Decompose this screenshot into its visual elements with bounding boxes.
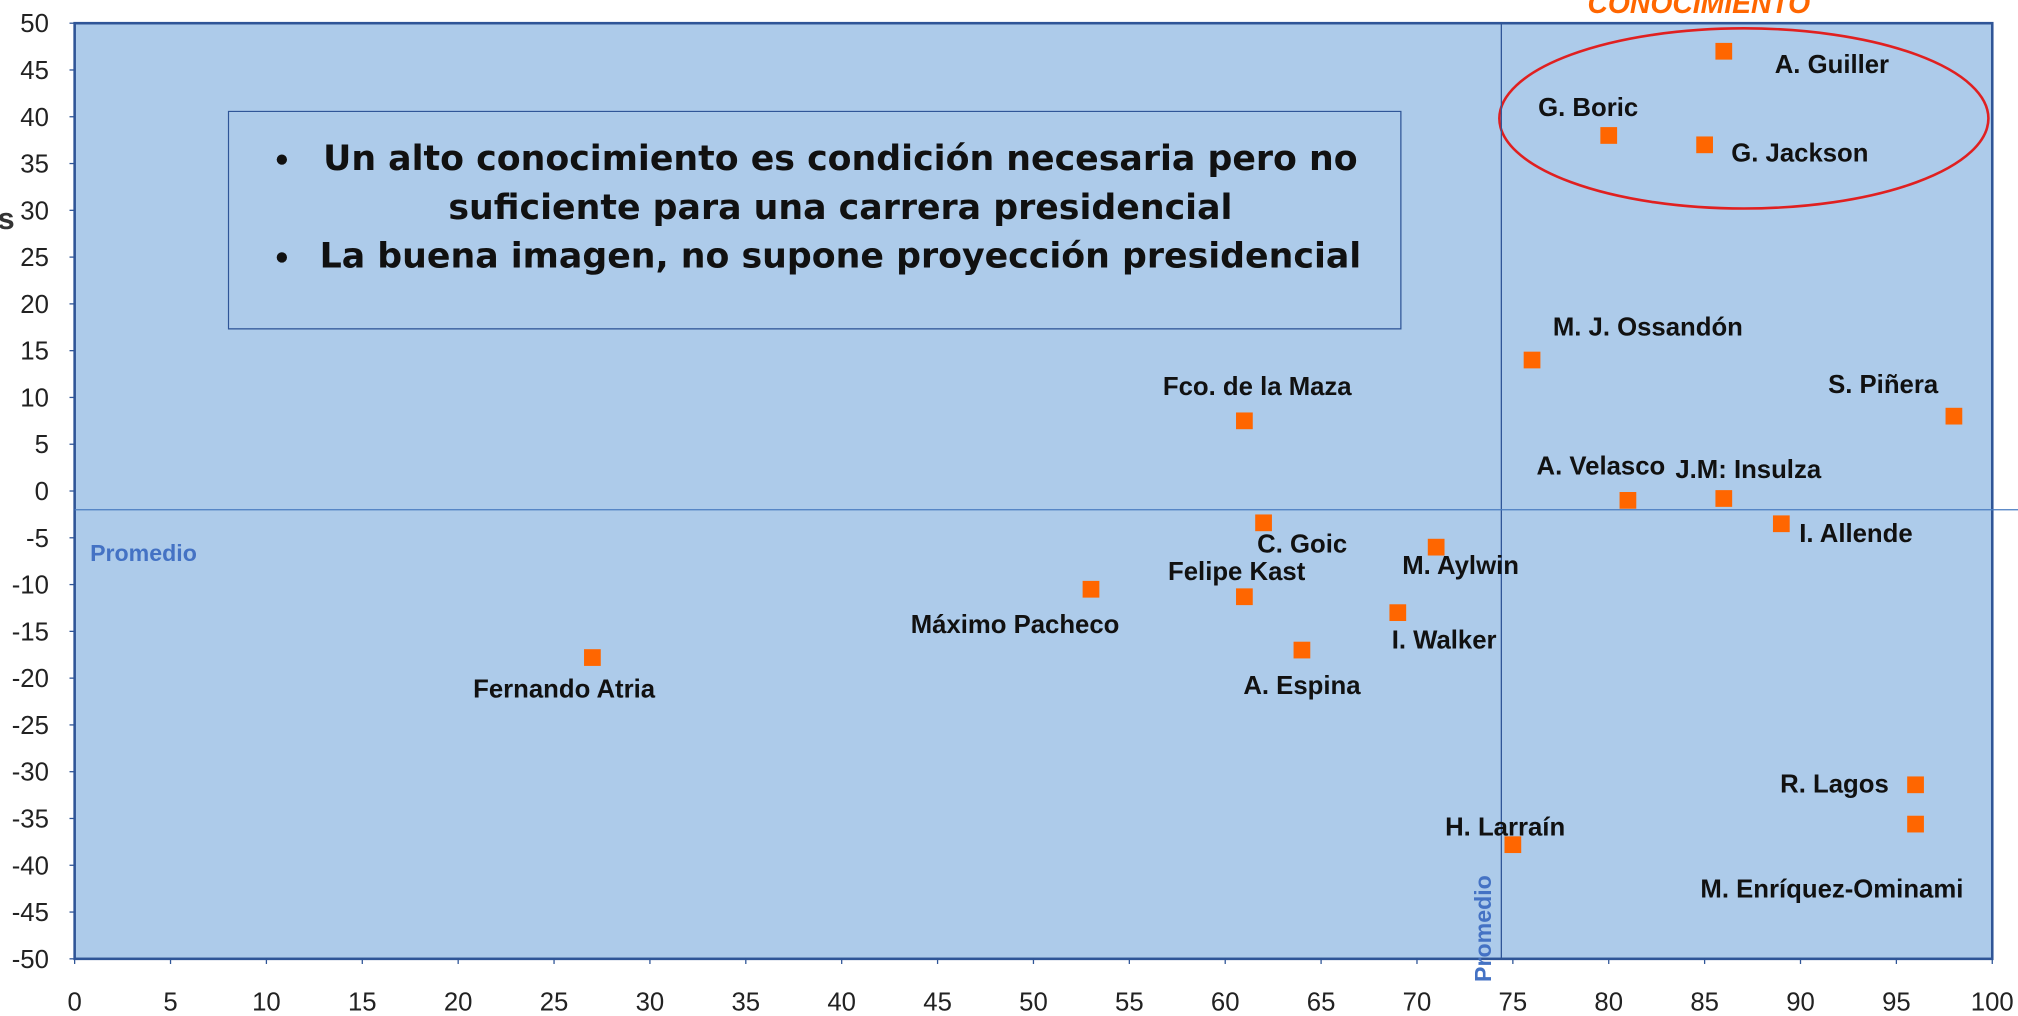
point-label: S. Piñera — [1828, 371, 1939, 399]
x-tick-label: 100 — [1971, 988, 2014, 1016]
point — [1600, 127, 1618, 144]
point-label: Fernando Atria — [473, 675, 656, 703]
y-tick-label: -35 — [12, 805, 49, 833]
x-tick-label: 30 — [636, 988, 665, 1016]
y-tick-label: 50 — [20, 10, 49, 38]
y-tick-label: 20 — [20, 291, 49, 319]
point — [1945, 407, 1963, 425]
y-axis-label: s — [0, 201, 15, 236]
point — [1389, 604, 1407, 622]
point-label: M. Enríquez-Ominami — [1700, 875, 1963, 903]
highlight-ellipse — [1498, 27, 1990, 210]
point-label: G. Jackson — [1731, 140, 1868, 168]
point-label: A. Espina — [1243, 672, 1361, 700]
point-label: C. Goic — [1257, 530, 1347, 558]
y-tick-label: 40 — [20, 104, 49, 132]
point — [584, 649, 601, 666]
x-tick-label: 55 — [1115, 988, 1144, 1016]
y-tick-label: -40 — [12, 852, 49, 880]
point — [1696, 136, 1713, 154]
y-tick-label: 45 — [20, 57, 49, 85]
x-tick-label: 45 — [923, 988, 952, 1016]
x-tick-label: 75 — [1499, 988, 1528, 1016]
x-tick-label: 40 — [827, 988, 856, 1016]
y-tick-label: -45 — [12, 899, 49, 927]
x-tick-label: 35 — [732, 988, 761, 1016]
point — [1523, 351, 1541, 369]
x-tick-label: 50 — [1019, 988, 1048, 1016]
y-tick-label: 5 — [35, 431, 49, 459]
point-label: Máximo Pacheco — [911, 611, 1120, 639]
point-label: G. Boric — [1538, 94, 1638, 122]
y-tick-label: 30 — [20, 197, 49, 225]
y-tick-label: -20 — [12, 665, 49, 693]
x-tick-label: 15 — [348, 988, 377, 1016]
x-tick-label: 65 — [1307, 988, 1336, 1016]
x-tick-label: 60 — [1211, 988, 1240, 1016]
point — [1504, 836, 1522, 854]
y-tick-label: -25 — [12, 712, 49, 740]
point — [1907, 815, 1924, 833]
y-tick-label: 0 — [35, 478, 49, 506]
point — [1236, 588, 1253, 606]
point-label: I. Walker — [1392, 627, 1497, 655]
x-tick-label: 0 — [67, 988, 81, 1016]
x-tick-label: 95 — [1882, 988, 1911, 1016]
point — [1082, 580, 1100, 598]
point — [1293, 641, 1311, 659]
point-label: M. Aylwin — [1402, 552, 1519, 580]
y-tick-label: 15 — [20, 338, 49, 366]
y-tick-label: -5 — [26, 525, 49, 553]
point — [1619, 492, 1637, 509]
point — [1255, 514, 1272, 532]
x-tick-label: 5 — [163, 988, 177, 1016]
x-tick-label: 80 — [1594, 988, 1623, 1016]
point-label: A. Velasco — [1537, 453, 1666, 481]
corner-title: CONOCIMIENTO — [1587, 0, 1810, 19]
point-label: M. J. Ossandón — [1553, 314, 1743, 342]
callout-box: Un alto conocimiento es condición necesa… — [228, 111, 1402, 330]
y-tick-label: -50 — [12, 946, 49, 974]
x-tick-label: 85 — [1690, 988, 1719, 1016]
point-label: Fco. de la Maza — [1163, 373, 1352, 401]
callout: Un alto conocimiento es condición necesa… — [227, 110, 1402, 330]
point-label: I. Allende — [1799, 520, 1912, 548]
point — [1715, 42, 1733, 60]
point — [1427, 538, 1445, 556]
y-tick-label: -30 — [12, 759, 49, 787]
callout-item: Un alto conocimiento es condición necesa… — [306, 135, 1374, 233]
y-tick-label: 10 — [20, 384, 49, 412]
point — [1772, 515, 1790, 533]
y-tick-label: 25 — [20, 244, 49, 272]
average-y-label: Promedio — [90, 540, 197, 566]
point-label: H. Larraín — [1445, 814, 1565, 842]
y-tick-label: -10 — [12, 572, 49, 600]
point — [1236, 412, 1253, 430]
point-label: Felipe Kast — [1168, 558, 1306, 586]
point — [1907, 776, 1924, 794]
x-tick-label: 90 — [1786, 988, 1815, 1016]
x-tick-label: 70 — [1403, 988, 1432, 1016]
x-tick-label: 10 — [252, 988, 281, 1016]
callout-list: Un alto conocimiento es condición necesa… — [281, 135, 1375, 282]
average-x-label: Promedio — [1470, 875, 1496, 982]
point-label: J.M: Insulza — [1675, 456, 1821, 484]
point-label: R. Lagos — [1780, 771, 1889, 799]
y-tick-label: -15 — [12, 618, 49, 646]
x-tick-label: 25 — [540, 988, 569, 1016]
x-tick-label: 20 — [444, 988, 473, 1016]
y-tick-label: 35 — [20, 151, 49, 179]
callout-item: La buena imagen, no supone proyección pr… — [306, 233, 1374, 282]
point-label: A. Guiller — [1775, 51, 1889, 79]
point — [1715, 490, 1733, 507]
